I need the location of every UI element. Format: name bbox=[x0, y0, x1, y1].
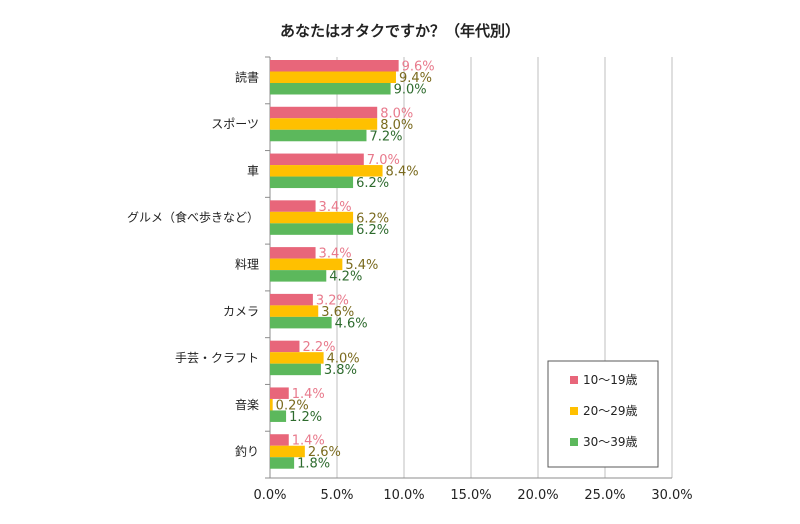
data-label: 2.6% bbox=[308, 445, 341, 460]
data-label: 0.2% bbox=[276, 398, 309, 413]
legend-swatch bbox=[570, 376, 578, 384]
bar bbox=[270, 352, 324, 364]
legend-label: 30～39歳 bbox=[583, 435, 638, 449]
x-tick-label: 30.0% bbox=[651, 488, 692, 503]
category-label: 釣り bbox=[235, 444, 259, 459]
data-label: 4.0% bbox=[327, 352, 360, 367]
bar bbox=[270, 457, 295, 469]
data-label: 3.2% bbox=[316, 293, 349, 308]
data-label: 8.0% bbox=[380, 106, 413, 121]
data-label: 3.6% bbox=[321, 305, 354, 320]
x-tick-label: 0.0% bbox=[253, 488, 286, 503]
data-label: 9.6% bbox=[402, 60, 435, 75]
bar bbox=[270, 305, 319, 317]
data-label: 3.4% bbox=[319, 247, 352, 262]
axes: 0.0% 5.0% 10.0% 15.0% 20.0% 25.0% 30.0% 読書スポーツ車… bbox=[127, 56, 693, 503]
bar bbox=[270, 258, 343, 271]
category-label: 読書 bbox=[235, 69, 259, 84]
category-label: カメラ bbox=[223, 304, 259, 318]
legend: 10～19歳 20～29歳 30～39歳 bbox=[547, 360, 659, 468]
data-label: 4.6% bbox=[335, 316, 368, 331]
category-label: 音楽 bbox=[235, 397, 259, 412]
bar bbox=[270, 398, 273, 411]
bar bbox=[270, 118, 378, 130]
legend-label: 10～19歳 bbox=[583, 373, 638, 387]
bar bbox=[270, 200, 316, 212]
chart-title: あなたはオタクですか？（年代別） bbox=[280, 22, 520, 40]
legend-swatch bbox=[570, 407, 578, 415]
bar bbox=[270, 129, 367, 142]
data-label: 8.4% bbox=[386, 165, 419, 180]
legend-box bbox=[547, 360, 659, 468]
x-tick-label: 25.0% bbox=[584, 488, 625, 503]
gridlines bbox=[336, 57, 673, 478]
legend-label: 20～29歳 bbox=[583, 404, 638, 418]
data-label: 9.4% bbox=[399, 71, 432, 86]
legend-swatch bbox=[570, 438, 578, 446]
data-label: 5.4% bbox=[345, 258, 378, 273]
bar bbox=[270, 165, 383, 177]
data-label: 4.2% bbox=[329, 270, 362, 285]
bar bbox=[270, 153, 364, 166]
bar bbox=[270, 83, 391, 95]
category-label: グルメ（食べ歩きなど） bbox=[127, 210, 259, 225]
data-label: 2.2% bbox=[302, 340, 335, 355]
bar bbox=[270, 410, 287, 422]
bar bbox=[270, 247, 316, 259]
data-label: 1.2% bbox=[289, 410, 322, 425]
bar bbox=[270, 106, 378, 119]
data-label: 9.0% bbox=[394, 83, 427, 98]
bar bbox=[270, 293, 313, 306]
x-tick-label: 10.0% bbox=[383, 488, 424, 503]
bar bbox=[270, 223, 354, 235]
bar bbox=[270, 71, 396, 83]
bar bbox=[270, 60, 399, 72]
x-tick-label: 15.0% bbox=[450, 488, 491, 503]
category-label: 手芸・クラフト bbox=[175, 351, 259, 365]
x-tick-label: 20.0% bbox=[517, 488, 558, 503]
category-label: スポーツ bbox=[211, 117, 259, 131]
bar bbox=[270, 445, 305, 458]
bar bbox=[270, 316, 332, 329]
data-label: 7.0% bbox=[367, 153, 400, 168]
data-label: 6.2% bbox=[356, 211, 389, 226]
data-label: 6.2% bbox=[356, 223, 389, 238]
bars bbox=[270, 60, 399, 469]
data-label: 1.8% bbox=[297, 457, 330, 472]
bar bbox=[270, 387, 289, 399]
category-label: 車 bbox=[247, 164, 259, 178]
bar bbox=[270, 270, 327, 282]
data-label: 3.4% bbox=[319, 200, 352, 215]
data-label: 6.2% bbox=[356, 176, 389, 191]
bar bbox=[270, 363, 321, 376]
bar bbox=[270, 176, 354, 189]
category-label: 料理 bbox=[235, 258, 259, 272]
data-label: 3.8% bbox=[324, 363, 357, 378]
data-label: 1.4% bbox=[292, 434, 325, 449]
data-labels: 9.6% 8.0% 7.0% 3.4% 3.4% 3.2% 2.2% 1.4% 1.4% 9.4%… bbox=[276, 60, 435, 472]
bar bbox=[270, 434, 289, 446]
bar bbox=[270, 340, 300, 353]
data-label: 8.0% bbox=[380, 118, 413, 133]
data-label: 1.4% bbox=[292, 387, 325, 402]
x-tick-label: 5.0% bbox=[320, 488, 353, 503]
data-label: 7.2% bbox=[369, 129, 402, 144]
bar bbox=[270, 211, 354, 224]
